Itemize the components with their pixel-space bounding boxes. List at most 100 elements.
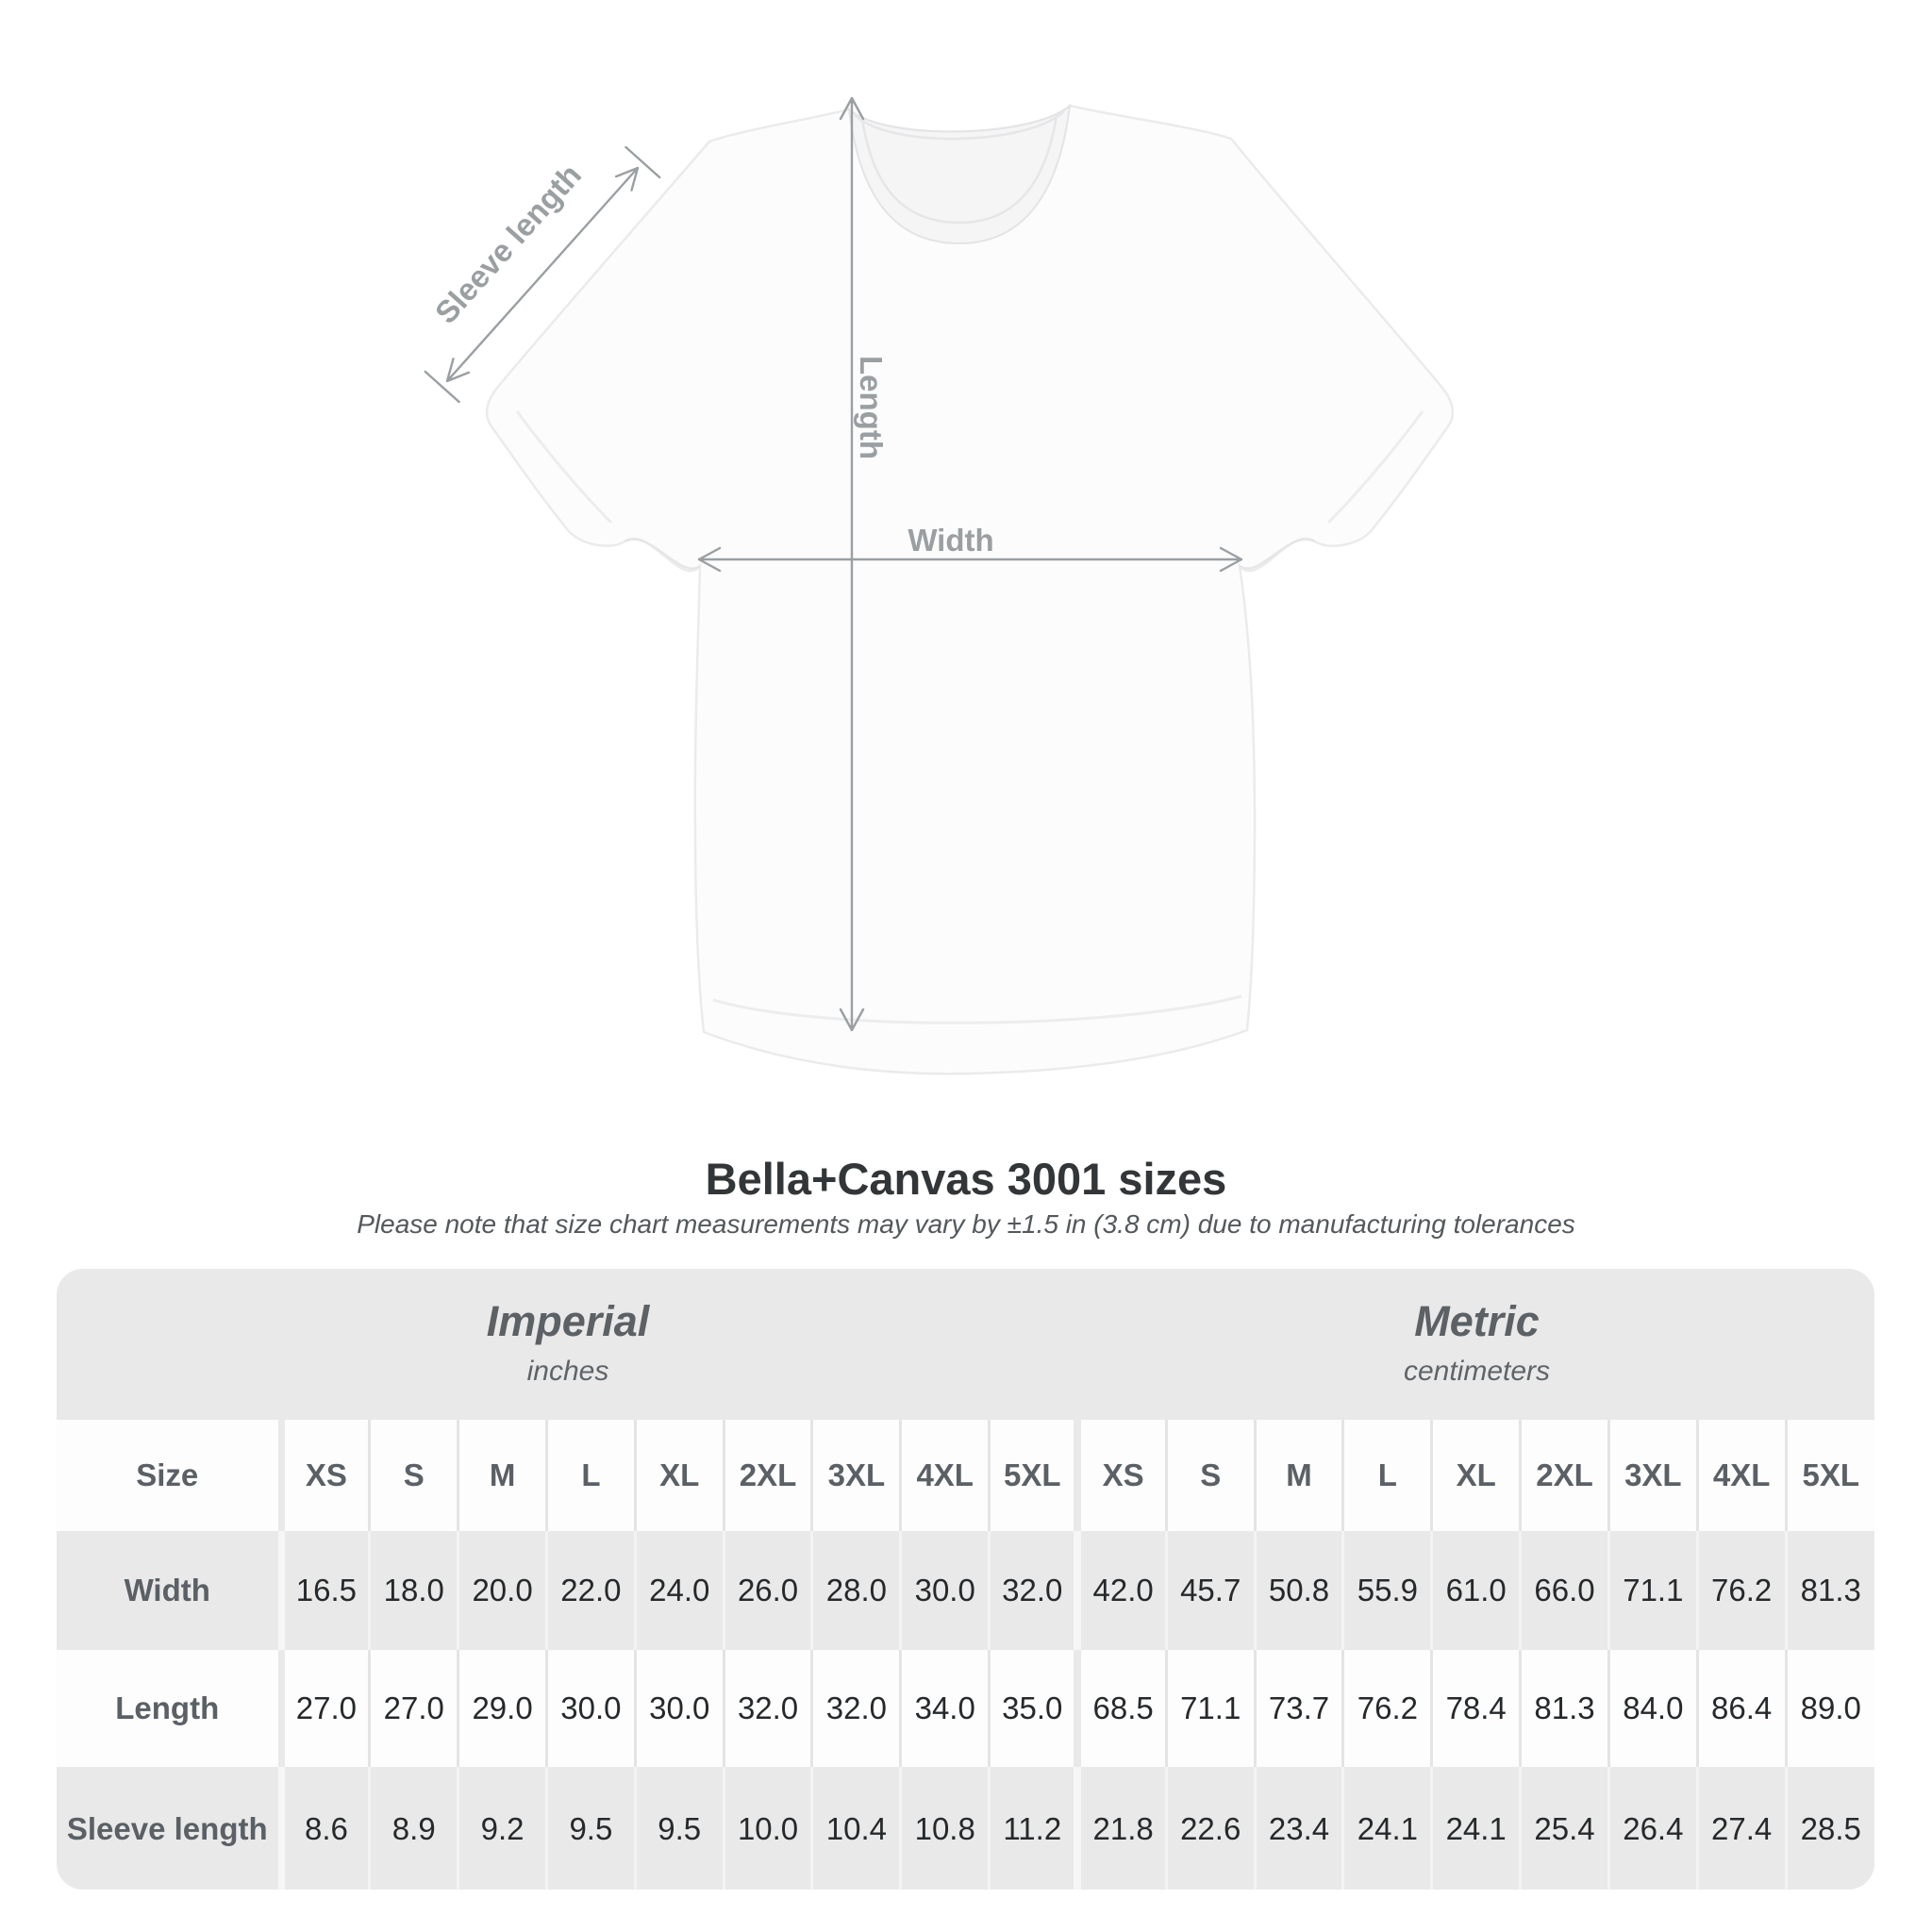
table-cell: 30.0 <box>544 1650 636 1767</box>
table-cell: 25.4 <box>1519 1767 1609 1890</box>
size-header: XS <box>277 1420 370 1531</box>
size-header-row: Size XS S M L XL 2XL 3XL 4XL 5XL XS S M … <box>57 1420 1874 1531</box>
size-header: XL <box>1430 1420 1521 1531</box>
table-cell: 22.0 <box>544 1531 636 1650</box>
table-cell: 27.0 <box>277 1650 370 1767</box>
table-cell: 24.1 <box>1430 1767 1521 1890</box>
table-cell: 28.0 <box>810 1531 901 1650</box>
size-header: S <box>1164 1420 1256 1531</box>
size-header: 4XL <box>1695 1420 1787 1531</box>
size-header: L <box>544 1420 636 1531</box>
metric-group-header: Metric centimeters <box>1079 1269 1874 1420</box>
table-cell: 61.0 <box>1430 1531 1521 1650</box>
size-header: XL <box>633 1420 724 1531</box>
tshirt-measurement-diagram: Sleeve length Length Width <box>424 96 1455 1075</box>
table-cell: 84.0 <box>1607 1650 1698 1767</box>
row-label: Sleeve length <box>57 1767 281 1890</box>
table-cell: 10.8 <box>899 1767 990 1890</box>
size-header: 4XL <box>899 1420 990 1531</box>
table-cell: 10.4 <box>810 1767 901 1890</box>
size-table-card: Imperial inches Metric centimeters Size … <box>57 1269 1874 1890</box>
tshirt-right-cuff-fold <box>1326 410 1424 525</box>
table-cell: 32.0 <box>988 1531 1078 1650</box>
table-cell: 89.0 <box>1784 1650 1874 1767</box>
row-label: Width <box>57 1531 281 1650</box>
sleeve-length-arrow <box>424 145 661 404</box>
tshirt-collar-opening <box>847 103 1072 245</box>
size-header: 3XL <box>810 1420 901 1531</box>
length-row: Length 27.0 27.0 29.0 30.0 30.0 32.0 32.… <box>57 1650 1874 1767</box>
size-header: 3XL <box>1607 1420 1698 1531</box>
table-cell: 8.6 <box>277 1767 370 1890</box>
table-cell: 26.4 <box>1607 1767 1698 1890</box>
table-cell: 81.3 <box>1784 1531 1874 1650</box>
table-cell: 10.0 <box>722 1767 812 1890</box>
metric-label: Metric <box>1414 1297 1540 1345</box>
size-header: M <box>1253 1420 1343 1531</box>
table-cell: 30.0 <box>633 1650 724 1767</box>
width-label: Width <box>908 523 993 558</box>
width-arrow <box>697 546 1243 573</box>
tshirt-left-cuff-fold <box>515 410 613 525</box>
table-cell: 73.7 <box>1253 1650 1343 1767</box>
table-cell: 35.0 <box>988 1650 1078 1767</box>
table-cell: 78.4 <box>1430 1650 1521 1767</box>
table-cell: 81.3 <box>1519 1650 1609 1767</box>
table-cell: 27.0 <box>368 1650 458 1767</box>
table-cell: 24.1 <box>1341 1767 1432 1890</box>
table-cell: 32.0 <box>810 1650 901 1767</box>
size-header: 2XL <box>722 1420 812 1531</box>
page-subtitle: Please note that size chart measurements… <box>357 1209 1575 1239</box>
tshirt-left-underarm-seam <box>624 538 701 570</box>
table-cell: 20.0 <box>457 1531 547 1650</box>
table-cell: 71.1 <box>1607 1531 1698 1650</box>
table-cell: 9.5 <box>633 1767 724 1890</box>
size-header: L <box>1341 1420 1432 1531</box>
imperial-label: Imperial <box>486 1297 650 1345</box>
length-label: Length <box>854 356 889 459</box>
table-cell: 8.9 <box>368 1767 458 1890</box>
table-cell: 76.2 <box>1695 1531 1787 1650</box>
table-cell: 9.2 <box>457 1767 547 1890</box>
table-cell: 55.9 <box>1341 1531 1432 1650</box>
metric-unit: centimeters <box>1403 1356 1551 1387</box>
sleeve-length-label: Sleeve length <box>428 158 588 330</box>
imperial-group-header: Imperial inches <box>57 1269 1079 1420</box>
table-cell: 45.7 <box>1164 1531 1256 1650</box>
table-cell: 28.5 <box>1784 1767 1874 1890</box>
table-cell: 26.0 <box>722 1531 812 1650</box>
size-header: XS <box>1074 1420 1167 1531</box>
width-row: Width 16.5 18.0 20.0 22.0 24.0 26.0 28.0… <box>57 1531 1874 1650</box>
size-table: Size XS S M L XL 2XL 3XL 4XL 5XL XS S M … <box>57 1420 1874 1890</box>
sleeve-length-row: Sleeve length 8.6 8.9 9.2 9.5 9.5 10.0 1… <box>57 1767 1874 1890</box>
table-cell: 42.0 <box>1074 1531 1167 1650</box>
table-cell: 68.5 <box>1074 1650 1167 1767</box>
table-cell: 76.2 <box>1341 1650 1432 1767</box>
size-header: M <box>457 1420 547 1531</box>
table-cell: 50.8 <box>1253 1531 1343 1650</box>
length-arrow <box>839 96 865 1032</box>
row-label: Length <box>57 1650 281 1767</box>
table-cell: 18.0 <box>368 1531 458 1650</box>
imperial-unit: inches <box>526 1356 609 1387</box>
table-cell: 9.5 <box>544 1767 636 1890</box>
tshirt-right-underarm-seam <box>1239 538 1316 570</box>
table-cell: 34.0 <box>899 1650 990 1767</box>
table-cell: 30.0 <box>899 1531 990 1650</box>
table-cell: 27.4 <box>1695 1767 1787 1890</box>
size-header: 5XL <box>988 1420 1078 1531</box>
table-cell: 21.8 <box>1074 1767 1167 1890</box>
tshirt-illustration <box>485 103 1455 1075</box>
page-title: Bella+Canvas 3001 sizes <box>705 1154 1227 1204</box>
table-cell: 11.2 <box>988 1767 1078 1890</box>
table-cell: 16.5 <box>277 1531 370 1650</box>
size-header: S <box>368 1420 458 1531</box>
unit-group-headers: Imperial inches Metric centimeters <box>57 1269 1874 1420</box>
tshirt-collar-seam <box>860 114 1058 225</box>
tshirt-body <box>485 104 1455 1075</box>
table-cell: 66.0 <box>1519 1531 1609 1650</box>
table-cell: 32.0 <box>722 1650 812 1767</box>
tshirt-hem-stitch <box>712 994 1242 1024</box>
table-cell: 22.6 <box>1164 1767 1256 1890</box>
